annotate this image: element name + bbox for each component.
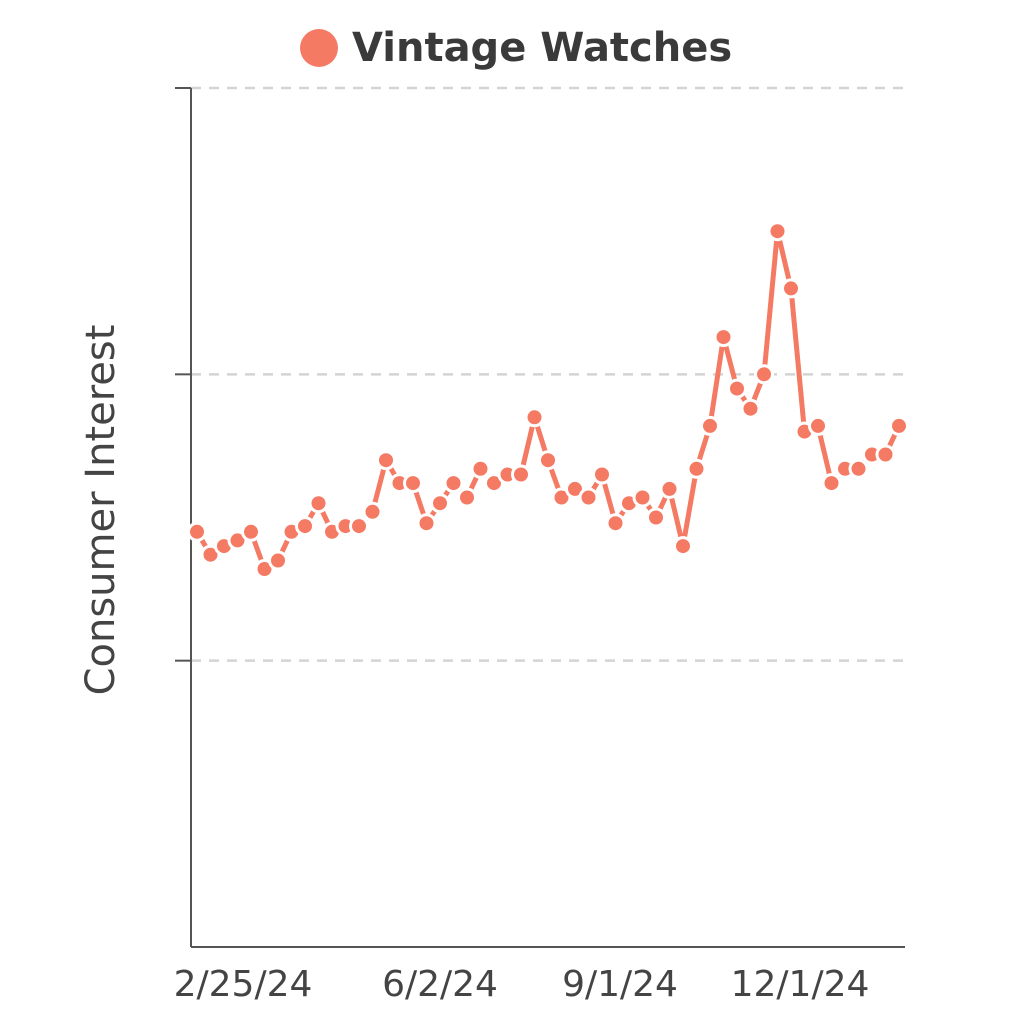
data-point-4	[241, 521, 261, 542]
data-point-26	[538, 450, 558, 471]
data-point-19	[443, 473, 464, 494]
data-point-49	[848, 458, 869, 479]
data-point-35	[659, 478, 680, 499]
data-point-24	[511, 464, 531, 485]
gridlines	[191, 86, 905, 662]
x-tick-label: 9/1/24	[562, 964, 678, 1005]
legend: Vintage Watches	[300, 22, 732, 74]
data-point-14	[376, 450, 396, 471]
data-point-29	[578, 487, 599, 508]
data-point-18	[430, 493, 450, 514]
data-point-20	[457, 487, 477, 508]
data-point-41	[740, 398, 761, 419]
data-point-9	[308, 493, 329, 514]
legend-label: Vintage Watches	[352, 25, 733, 71]
data-point-37	[686, 458, 707, 479]
data-point-40	[727, 378, 747, 399]
data-point-52	[889, 415, 909, 436]
data-point-8	[295, 516, 315, 537]
axes	[175, 87, 905, 948]
data-point-46	[808, 415, 828, 436]
data-point-17	[416, 513, 437, 534]
data-point-30	[592, 464, 612, 485]
data-point-0	[187, 521, 207, 542]
data-point-51	[875, 444, 896, 465]
data-point-42	[754, 364, 774, 385]
x-tick-label: 2/25/24	[174, 964, 313, 1005]
data-point-44	[781, 278, 801, 299]
data-point-13	[362, 501, 383, 522]
x-tick-label: 12/1/24	[731, 964, 870, 1005]
data-point-21	[470, 458, 491, 479]
data-point-16	[403, 473, 423, 494]
data-point-6	[268, 550, 288, 571]
y-axis-label: Consumer Interest	[78, 325, 124, 696]
legend-dot-icon	[300, 29, 338, 67]
data-point-31	[605, 513, 626, 534]
data-point-12	[349, 516, 369, 537]
x-tick-labels: 2/25/24 6/2/24 9/1/24 12/1/24	[174, 964, 870, 1005]
data-point-47	[821, 473, 842, 494]
x-tick-label: 6/2/24	[382, 964, 498, 1005]
data-point-43	[767, 221, 788, 242]
data-point-36	[673, 536, 693, 557]
data-point-39	[713, 327, 734, 348]
data-point-25	[524, 407, 545, 428]
data-point-38	[700, 415, 720, 436]
series-vintage-watches	[187, 221, 909, 579]
data-point-33	[632, 487, 653, 508]
data-point-34	[646, 507, 666, 528]
